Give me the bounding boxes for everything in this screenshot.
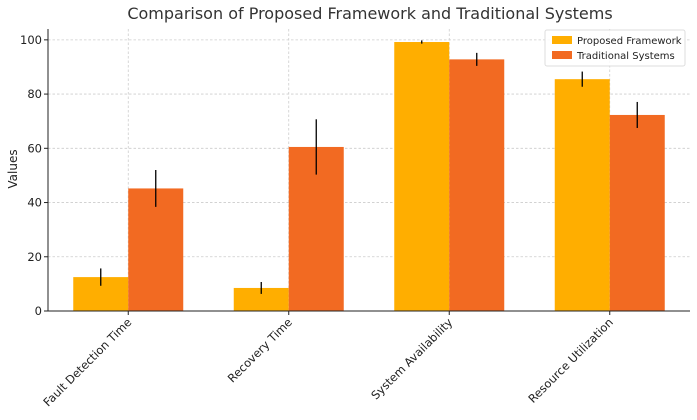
legend-label: Traditional Systems: [576, 51, 675, 62]
x-tick-label: Recovery Time: [225, 315, 295, 385]
x-tick-label: Fault Detection Time: [40, 315, 134, 409]
legend-label: Proposed Framework: [577, 36, 682, 47]
y-tick-label: 80: [27, 87, 42, 101]
bar-proposed-3: Proposed Framework: 85.5: [554, 79, 610, 312]
chart-title: Comparison of Proposed Framework and Tra…: [127, 4, 612, 23]
x-tick-label: System Availability: [368, 315, 455, 402]
bar-proposed-2: Proposed Framework: 99.2: [394, 42, 450, 312]
y-axis-label: Values: [6, 149, 20, 188]
legend: Proposed Framework Traditional Systems: [544, 29, 686, 67]
y-tick-label: 0: [35, 304, 42, 318]
legend-box: [544, 29, 686, 67]
bar-traditional-3: Traditional Systems: 72.3: [609, 114, 665, 311]
y-tick-label: 20: [27, 250, 42, 264]
bar-proposed-1: Proposed Framework: 8.5: [233, 287, 289, 311]
y-tick-label: 60: [27, 141, 42, 155]
axes: [47, 29, 690, 312]
bar-traditional-0: Traditional Systems: 45.2: [128, 188, 184, 311]
y-tick-labels: 0 20 40 60 80 100: [20, 33, 48, 318]
x-tick-label: Resource Utilization: [525, 315, 616, 406]
error-bars-group: [100, 40, 638, 294]
y-tick-label: 40: [27, 196, 42, 210]
legend-swatch: [552, 51, 572, 59]
legend-swatch: [552, 36, 572, 44]
x-tick-labels: Fault Detection Time Recovery Time System …: [40, 311, 616, 409]
bar-traditional-2: Traditional Systems: 92.8: [449, 59, 505, 311]
y-tick-label: 100: [20, 33, 42, 47]
bars-group: Proposed Framework: 12.5Proposed Framewo…: [73, 42, 665, 312]
